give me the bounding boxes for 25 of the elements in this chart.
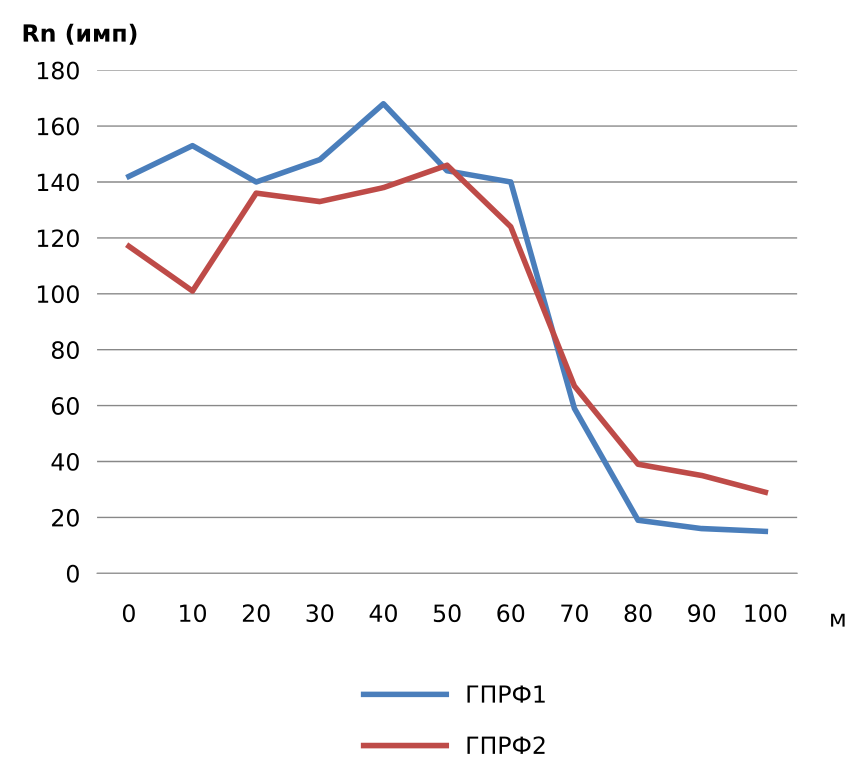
legend-label: ГПРФ2 (467, 736, 545, 754)
y-axis-title: Rn (имп) (24, 24, 136, 45)
x-tick-label: 30 (306, 604, 334, 622)
x-tick-label: 0 (122, 604, 135, 622)
y-tick-label: 100 (38, 285, 79, 304)
x-axis-title: м (831, 614, 845, 627)
y-tick-label: 120 (38, 229, 79, 248)
x-tick-label: 70 (561, 604, 588, 622)
x-tick-label: 90 (688, 604, 716, 622)
x-tick-label: 100 (745, 604, 786, 622)
x-tick-label: 60 (497, 604, 524, 622)
y-tick-label: 20 (52, 508, 79, 527)
x-tick-label: 50 (434, 604, 461, 622)
y-tick-label: 160 (38, 118, 79, 136)
x-tick-label: 10 (180, 604, 206, 622)
x-tick-label: 20 (242, 604, 270, 622)
y-tick-label: 40 (52, 452, 79, 471)
y-tick-label: 180 (38, 62, 79, 80)
y-tick-label: 140 (38, 173, 79, 192)
x-tick-label: 40 (370, 604, 397, 622)
legend-label: ГПРФ1 (467, 685, 545, 703)
y-tick-label: 60 (52, 397, 79, 415)
x-tick-label: 80 (624, 604, 652, 622)
y-tick-label: 80 (52, 341, 79, 360)
y-tick-label: 0 (66, 564, 79, 583)
